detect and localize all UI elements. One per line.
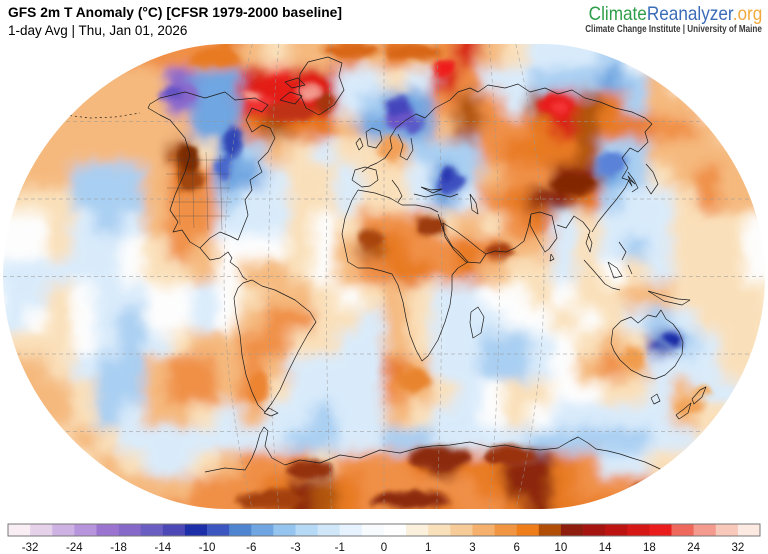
svg-text:1: 1 (425, 542, 431, 554)
svg-text:-10: -10 (199, 542, 216, 554)
svg-text:24: 24 (687, 542, 700, 554)
svg-text:-32: -32 (22, 542, 39, 554)
svg-text:-6: -6 (246, 542, 256, 554)
svg-text:32: 32 (731, 542, 744, 554)
svg-text:10: 10 (555, 542, 568, 554)
svg-text:3: 3 (469, 542, 475, 554)
svg-text:-1: -1 (335, 542, 345, 554)
svg-text:14: 14 (599, 542, 612, 554)
svg-text:-3: -3 (290, 542, 300, 554)
svg-text:-24: -24 (66, 542, 83, 554)
svg-text:0: 0 (381, 542, 387, 554)
svg-text:6: 6 (514, 542, 520, 554)
svg-text:-14: -14 (155, 542, 172, 554)
svg-text:18: 18 (643, 542, 656, 554)
svg-text:-18: -18 (110, 542, 127, 554)
